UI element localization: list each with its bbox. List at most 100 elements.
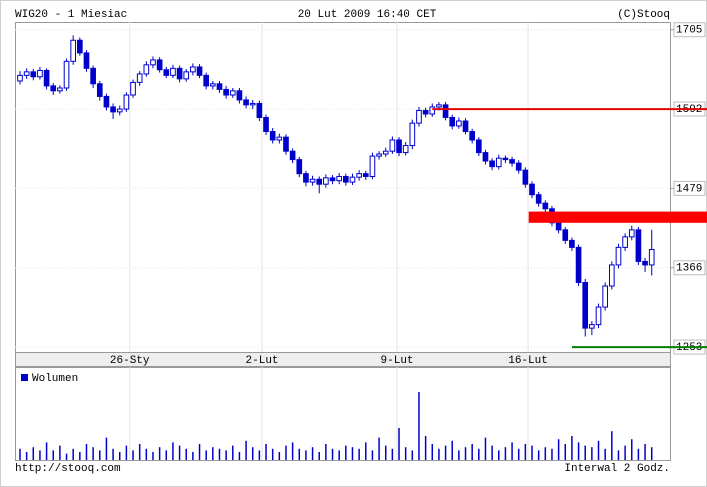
candle-body: [515, 162, 522, 171]
candle-body: [349, 176, 356, 183]
candle-body: [170, 67, 176, 76]
candle-body: [296, 159, 303, 175]
candle-body: [449, 116, 456, 127]
candle-body: [203, 74, 210, 87]
candle-body: [402, 145, 409, 154]
candle-body: [70, 39, 77, 62]
candle-body: [569, 239, 575, 248]
candle-body: [96, 83, 103, 97]
candle-body: [336, 175, 343, 182]
candle-body: [110, 106, 116, 113]
candle-body: [362, 173, 369, 177]
candle-body: [283, 136, 289, 152]
candle-body: [389, 139, 396, 152]
candle-body: [63, 60, 70, 89]
candle-body: [156, 59, 163, 71]
y-tick-label: 1479: [676, 183, 702, 195]
candle-body: [256, 102, 263, 118]
candle-body: [416, 109, 422, 124]
candle-body: [243, 99, 249, 106]
candle-body: [116, 108, 123, 113]
candle-body: [249, 102, 256, 106]
x-tick-label: 9-Lut: [381, 355, 414, 367]
candle-body: [615, 246, 622, 266]
candle-body: [628, 229, 635, 238]
candle-body: [136, 73, 143, 83]
candle-body: [329, 177, 336, 182]
candle-body: [396, 139, 402, 154]
candle-body: [422, 109, 429, 115]
candle-body: [176, 67, 183, 80]
candle-body: [276, 136, 283, 141]
candle-body: [648, 248, 655, 266]
candle-body: [289, 150, 296, 161]
candle-body: [323, 177, 329, 185]
candle-body: [475, 139, 482, 154]
x-tick-label: 2-Lut: [246, 355, 279, 367]
candle-body: [489, 160, 495, 168]
candle-body: [43, 69, 50, 87]
candle-body: [456, 120, 462, 127]
volume-panel: [15, 367, 671, 461]
candle-body: [23, 71, 30, 76]
candle-body: [50, 85, 57, 92]
candle-body: [90, 67, 96, 85]
candle-body: [17, 74, 23, 82]
candle-body: [462, 120, 469, 133]
volume-legend: Wolumen: [32, 373, 78, 385]
candle-body: [608, 264, 615, 287]
volume-legend-swatch: [21, 374, 28, 381]
footer-left: http://stooq.com: [15, 463, 121, 475]
candle-body: [502, 157, 509, 161]
x-tick-label: 26-Sty: [110, 355, 150, 367]
candle-body: [376, 153, 382, 157]
candle-body: [509, 159, 515, 164]
y-tick-box: [673, 22, 706, 38]
candle-body: [150, 59, 156, 66]
resistance-band: [528, 211, 707, 223]
candle-body: [356, 173, 362, 178]
candle-body: [190, 66, 196, 73]
candle-body: [542, 202, 549, 210]
candle-body: [495, 157, 502, 168]
candle-body: [342, 175, 349, 183]
candle-body: [409, 122, 416, 147]
candle-body: [269, 131, 276, 141]
candle-body: [429, 106, 436, 115]
candle-body: [309, 178, 316, 183]
candle-body: [303, 173, 309, 183]
candle-body: [210, 83, 216, 87]
candle-body: [163, 69, 170, 76]
candle-body: [103, 95, 110, 108]
y-tick-label: 1705: [676, 25, 702, 37]
candle-body: [263, 116, 269, 133]
copyright: (C)Stooq: [617, 9, 670, 21]
candle-body: [316, 178, 323, 185]
candle-body: [196, 66, 203, 76]
candle-body: [482, 152, 489, 162]
candle-body: [562, 229, 569, 241]
candle-body: [216, 83, 223, 90]
candle-body: [57, 87, 63, 92]
candle-body: [436, 104, 442, 108]
candle-body: [369, 155, 376, 177]
candle-body: [183, 71, 190, 80]
candle-body: [130, 81, 136, 96]
candle-body: [595, 306, 602, 326]
candle-body: [143, 64, 150, 75]
candle-body: [37, 69, 43, 78]
candle-body: [642, 260, 648, 266]
candle-body: [522, 169, 529, 185]
candle-body: [442, 104, 449, 118]
x-tick-label: 16-Lut: [508, 355, 548, 367]
candle-body: [30, 71, 37, 78]
candle-body: [635, 229, 642, 262]
candle-body: [529, 183, 535, 196]
candle-body: [382, 150, 389, 155]
candle-body: [582, 281, 589, 329]
candle-body: [77, 39, 83, 54]
candle-body: [83, 52, 90, 69]
footer-right: Interwal 2 Godz.: [564, 463, 670, 475]
y-tick-box: [673, 180, 706, 196]
